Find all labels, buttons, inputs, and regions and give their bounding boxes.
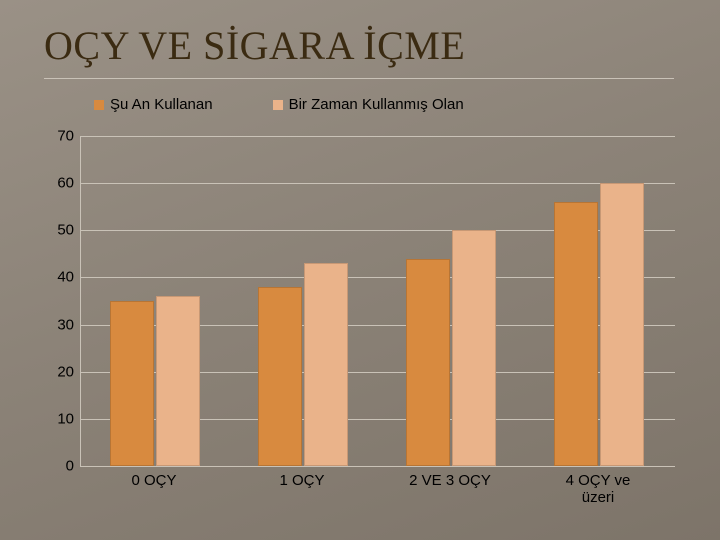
y-tick-label: 40 [44,269,74,286]
x-tick-label: 1 OÇY [279,472,324,489]
title-underline [44,78,674,79]
slide-title: OÇY VE SİGARA İÇME [44,22,465,69]
bar [258,287,302,466]
bar [554,202,598,466]
bar [110,301,154,466]
y-tick-label: 60 [44,175,74,192]
x-tick-label: 2 VE 3 OÇY [409,472,491,489]
legend-label-1: Bir Zaman Kullanmış Olan [289,96,464,113]
legend-swatch-0 [94,100,104,110]
legend: Şu An Kullanan Bir Zaman Kullanmış Olan [94,96,464,113]
gridline [81,183,675,184]
legend-swatch-1 [273,100,283,110]
x-tick-label: 4 OÇY ve üzeri [560,472,636,506]
y-tick-label: 0 [44,458,74,475]
bar [304,263,348,466]
legend-item-0: Şu An Kullanan [94,96,213,113]
x-tick-label: 0 OÇY [131,472,176,489]
slide: OÇY VE SİGARA İÇME Şu An Kullanan Bir Za… [0,0,720,540]
bar [452,230,496,466]
y-tick-label: 50 [44,222,74,239]
y-tick-label: 70 [44,128,74,145]
bar [156,296,200,466]
y-tick-label: 20 [44,363,74,380]
bar-chart: Şu An Kullanan Bir Zaman Kullanmış Olan … [44,96,674,516]
bar [600,183,644,466]
y-tick-label: 30 [44,316,74,333]
gridline [81,136,675,137]
legend-label-0: Şu An Kullanan [110,96,213,113]
plot-area [80,136,675,467]
y-tick-label: 10 [44,410,74,427]
bar [406,259,450,466]
legend-item-1: Bir Zaman Kullanmış Olan [273,96,464,113]
